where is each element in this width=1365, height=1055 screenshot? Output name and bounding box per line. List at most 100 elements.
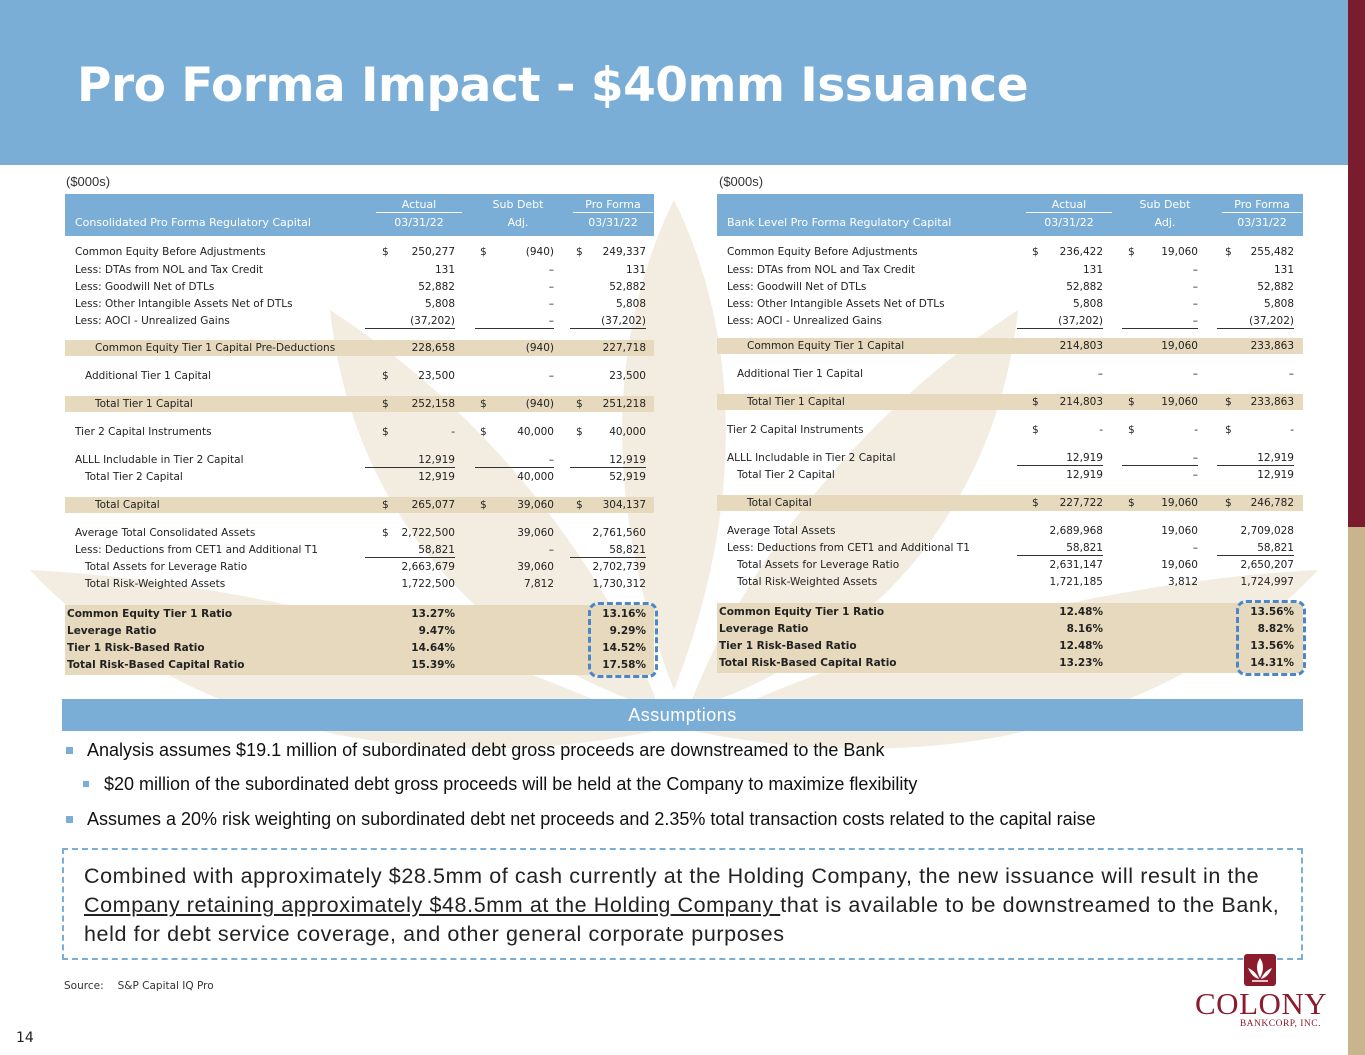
ratio-row: Common Equity Tier 1 Ratio 13.27% 13.16% bbox=[65, 606, 654, 622]
ratio-label: Leverage Ratio bbox=[719, 623, 809, 635]
table-row: Tier 2 Capital Instruments $ - $40,000 $40,0… bbox=[65, 424, 654, 440]
ratio-proforma: 13.16% bbox=[602, 608, 646, 620]
proforma-value: 227,718 bbox=[602, 342, 646, 354]
proforma-value: 249,337 bbox=[602, 246, 646, 258]
actual-value: 2,722,500 bbox=[401, 527, 455, 539]
proforma-value: 2,709,028 bbox=[1240, 525, 1294, 537]
currency-symbol: $ bbox=[1128, 497, 1135, 509]
actual-value: 12,919 bbox=[1017, 450, 1103, 466]
row-label: Total Risk-Weighted Assets bbox=[85, 578, 226, 590]
proforma-value: 58,821 bbox=[1217, 540, 1294, 556]
subdebt-adj-value: – bbox=[475, 452, 554, 468]
table-row: Total Tier 2 Capital 12,919 40,000 52,919 bbox=[65, 469, 654, 485]
col-actual-header: Actual bbox=[376, 198, 462, 213]
proforma-value: 5,808 bbox=[615, 298, 646, 310]
currency-symbol: $ bbox=[1032, 246, 1039, 258]
actual-value: 5,808 bbox=[1072, 298, 1103, 310]
currency-symbol: $ bbox=[1128, 396, 1135, 408]
row-label: Total Assets for Leverage Ratio bbox=[85, 561, 248, 573]
proforma-value: 255,482 bbox=[1250, 246, 1294, 258]
currency-symbol: $ bbox=[576, 426, 583, 438]
subdebt-adj-value: – bbox=[475, 313, 554, 329]
actual-value: – bbox=[1097, 368, 1103, 380]
proforma-value: 1,730,312 bbox=[592, 578, 646, 590]
currency-symbol: $ bbox=[576, 246, 583, 258]
col-actual-header: Actual bbox=[1026, 198, 1112, 213]
row-label: Common Equity Before Adjustments bbox=[727, 246, 918, 258]
source-note: Source: S&P Capital IQ Pro bbox=[64, 980, 214, 992]
row-label: Less: DTAs from NOL and Tax Credit bbox=[727, 264, 916, 276]
currency-symbol: $ bbox=[480, 426, 487, 438]
ratio-row: Leverage Ratio 9.47% 9.29% bbox=[65, 623, 654, 639]
row-label: ALLL Includable in Tier 2 Capital bbox=[75, 454, 244, 466]
row-label: Total Tier 1 Capital bbox=[95, 398, 193, 410]
page-title: Pro Forma Impact - $40mm Issuance bbox=[77, 58, 1029, 113]
currency-symbol: $ bbox=[1225, 246, 1232, 258]
proforma-value: 131 bbox=[1273, 264, 1294, 276]
table-row: Less: Other Intangible Assets Net of DTL… bbox=[65, 296, 654, 312]
currency-symbol: $ bbox=[1225, 396, 1232, 408]
row-label: Average Total Consolidated Assets bbox=[75, 527, 256, 539]
ratio-actual: 9.47% bbox=[418, 625, 455, 637]
subdebt-adj-value: – bbox=[548, 281, 554, 293]
proforma-ratios-highlight bbox=[1236, 600, 1306, 676]
row-label: Total Assets for Leverage Ratio bbox=[737, 559, 900, 571]
subdebt-adj-value: 39,060 bbox=[517, 561, 554, 573]
currency-symbol: $ bbox=[382, 246, 389, 258]
row-label: Less: Deductions from CET1 and Additiona… bbox=[727, 542, 970, 554]
currency-symbol: $ bbox=[1032, 424, 1039, 436]
logo-name: COLONY bbox=[1195, 986, 1328, 1021]
table-row: Less: Goodwill Net of DTLs 52,882 – 52,882 bbox=[717, 279, 1303, 295]
ratio-row: Common Equity Tier 1 Ratio 12.48% 13.56% bbox=[717, 604, 1303, 620]
bullet-square-icon bbox=[66, 816, 73, 823]
ratio-label: Tier 1 Risk-Based Ratio bbox=[719, 640, 857, 652]
proforma-value: 1,724,997 bbox=[1240, 576, 1294, 588]
assumption-text: Analysis assumes $19.1 million of subord… bbox=[87, 740, 885, 760]
subdebt-adj-value: 19,060 bbox=[1161, 340, 1198, 352]
ratio-actual: 14.64% bbox=[411, 642, 455, 654]
proforma-value: 251,218 bbox=[602, 398, 646, 410]
actual-value: 250,277 bbox=[411, 246, 455, 258]
table-row: ALLL Includable in Tier 2 Capital 12,919 –… bbox=[65, 452, 654, 468]
table-header: Bank Level Pro Forma Regulatory Capital … bbox=[717, 194, 1303, 236]
col-actual-date: 03/31/22 bbox=[1044, 216, 1094, 229]
subdebt-adj-value: 40,000 bbox=[517, 471, 554, 483]
subdebt-adj-value: 19,060 bbox=[1161, 559, 1198, 571]
table-row: Total Assets for Leverage Ratio 2,631,147… bbox=[717, 557, 1303, 573]
actual-value: 131 bbox=[1082, 264, 1103, 276]
actual-value: 12,919 bbox=[365, 452, 455, 468]
table-row: Tier 2 Capital Instruments $ - $ - $ - bbox=[717, 422, 1303, 438]
actual-value: 1,721,185 bbox=[1049, 576, 1103, 588]
actual-value: - bbox=[451, 426, 455, 438]
table-row: Less: Deductions from CET1 and Additiona… bbox=[717, 540, 1303, 556]
row-label: Common Equity Before Adjustments bbox=[75, 246, 266, 258]
page-number: 14 bbox=[16, 1030, 34, 1046]
actual-value: 12,919 bbox=[1066, 469, 1103, 481]
actual-value: 2,631,147 bbox=[1049, 559, 1103, 571]
currency-symbol: $ bbox=[1032, 497, 1039, 509]
col-proforma-date: 03/31/22 bbox=[1237, 216, 1287, 229]
col-subdebt-header: Sub Debt bbox=[1139, 198, 1191, 211]
currency-symbol: $ bbox=[1128, 246, 1135, 258]
subdebt-adj-value: – bbox=[1192, 281, 1198, 293]
subdebt-adj-value: 19,060 bbox=[1161, 246, 1198, 258]
subdebt-adj-value: – bbox=[548, 544, 554, 556]
actual-value: (37,202) bbox=[365, 313, 455, 329]
actual-value: 2,689,968 bbox=[1049, 525, 1103, 537]
assumption-text: Assumes a 20% risk weighting on subordin… bbox=[87, 809, 1096, 829]
col-proforma-date: 03/31/22 bbox=[588, 216, 638, 229]
row-label: Tier 2 Capital Instruments bbox=[75, 426, 212, 438]
row-label: Total Capital bbox=[747, 497, 812, 509]
col-subdebt-adj: Adj. bbox=[507, 216, 529, 229]
table-row: Less: Other Intangible Assets Net of DTL… bbox=[717, 296, 1303, 312]
subdebt-adj-value: 19,060 bbox=[1161, 497, 1198, 509]
table-row: Average Total Assets 2,689,968 19,060 2,709… bbox=[717, 523, 1303, 539]
actual-value: (37,202) bbox=[1017, 313, 1103, 329]
proforma-value: 2,650,207 bbox=[1240, 559, 1294, 571]
table-row: Total Assets for Leverage Ratio 2,663,679… bbox=[65, 559, 654, 575]
lotus-logo-icon bbox=[1244, 954, 1276, 986]
subdebt-adj-value: – bbox=[1192, 542, 1198, 554]
table-row: Common Equity Tier 1 Capital 214,803 19,06… bbox=[717, 338, 1303, 354]
ratio-row: Tier 1 Risk-Based Ratio 12.48% 13.56% bbox=[717, 638, 1303, 654]
row-label: Total Tier 1 Capital bbox=[747, 396, 845, 408]
